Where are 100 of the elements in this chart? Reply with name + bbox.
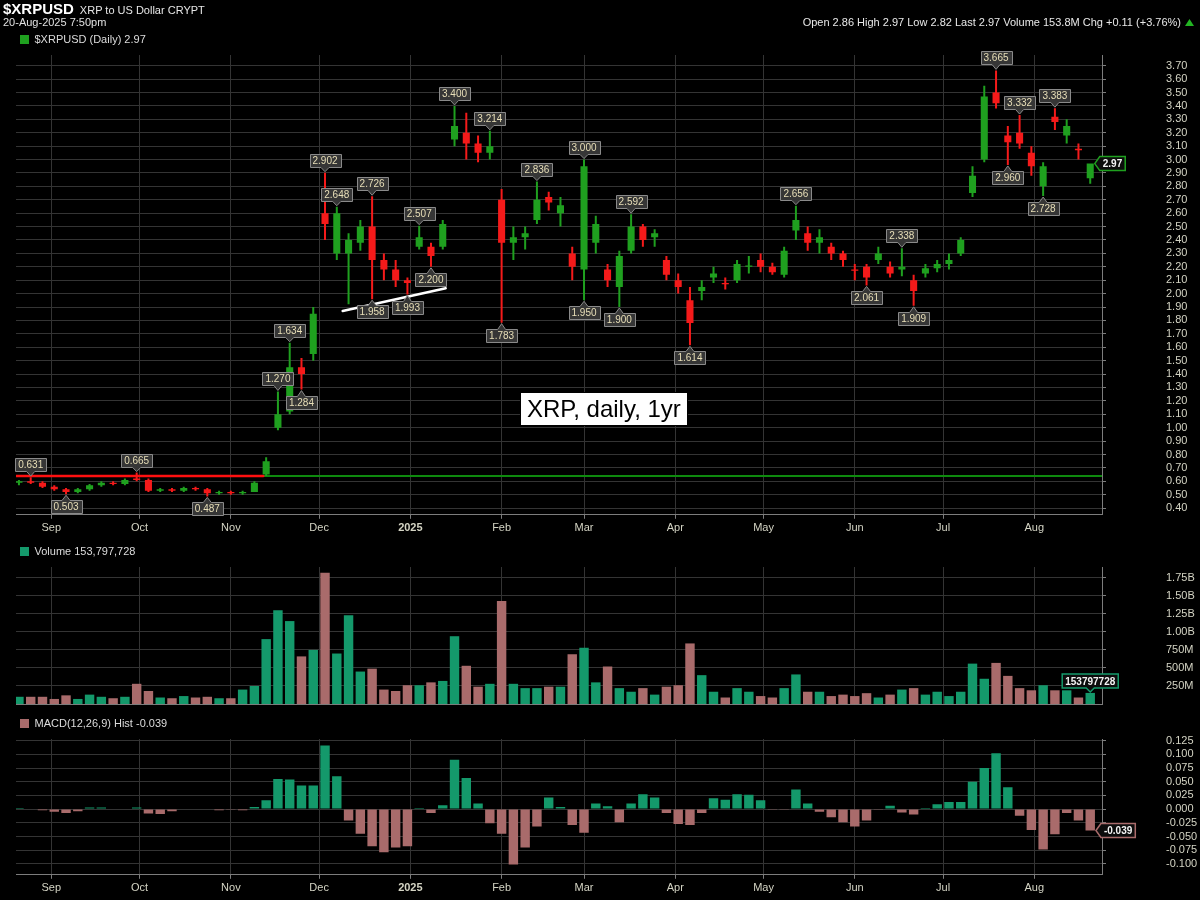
y-tick-label: 3.60 (1166, 72, 1188, 85)
candlestick (604, 264, 612, 287)
bar (449, 759, 460, 809)
bar (485, 683, 495, 704)
candlestick (62, 487, 70, 495)
x-tick-label: Jun (845, 881, 864, 894)
bar (273, 778, 283, 809)
y-tick-label: -0.025 (1166, 815, 1198, 828)
candlestick (921, 264, 929, 278)
y-tick-label: 1.30 (1166, 380, 1188, 393)
bar (1014, 688, 1025, 704)
candlestick (462, 112, 470, 160)
bar (61, 809, 71, 813)
bar (473, 803, 483, 809)
bar (226, 698, 236, 704)
bar (49, 698, 59, 704)
data-label: 153797728 (1065, 675, 1116, 687)
legend-label: $XRPUSD (Daily) 2.97 (34, 32, 146, 45)
bar (202, 696, 213, 704)
bar (249, 685, 260, 704)
bar (932, 691, 942, 704)
candlestick (74, 487, 82, 494)
candlestick (1051, 108, 1059, 131)
bar (520, 809, 530, 848)
bar (473, 686, 483, 704)
y-tick-label: 3.30 (1166, 112, 1188, 125)
bar (838, 809, 848, 823)
bar (261, 800, 271, 809)
bar (543, 686, 554, 704)
bar (543, 797, 554, 809)
candlestick (439, 219, 447, 250)
bar (461, 777, 471, 809)
candlestick (651, 229, 659, 247)
x-tick-label: Apr (666, 521, 685, 534)
bar (1003, 675, 1013, 704)
bar (779, 688, 789, 704)
data-label: -0.039 (1103, 825, 1133, 837)
annotation: 3.000 (571, 142, 597, 154)
candlestick (356, 219, 364, 251)
bar (979, 678, 989, 704)
bar (26, 696, 36, 704)
bar (438, 680, 448, 704)
annotation: 2.726 (359, 178, 386, 190)
x-tick-label: Jul (936, 881, 951, 894)
candlestick (780, 246, 788, 278)
candlestick (486, 130, 494, 160)
bar (920, 694, 931, 704)
candlestick (898, 248, 906, 277)
bar (967, 781, 978, 809)
bar (720, 799, 730, 809)
candlestick (168, 487, 176, 493)
legend-label: Volume 153,797,728 (34, 544, 136, 557)
bar (626, 803, 636, 809)
y-tick-label: -0.100 (1166, 856, 1198, 869)
bar (861, 693, 872, 704)
bar (261, 639, 271, 704)
bar (991, 753, 1001, 809)
candlestick (474, 135, 482, 163)
y-tick-label: 0.70 (1166, 460, 1188, 473)
annotation: 2.648 (324, 189, 350, 201)
bar (755, 800, 766, 809)
annotation: 2.902 (312, 155, 338, 167)
y-tick-label: 1.00B (1166, 624, 1195, 637)
bar (967, 663, 978, 704)
y-tick-label: 2.60 (1166, 206, 1188, 219)
candlestick (851, 264, 859, 281)
candlestick (180, 486, 188, 493)
bar (956, 691, 966, 704)
bar (850, 809, 860, 827)
y-tick-label: 500M (1166, 660, 1194, 673)
y-tick-label: 0.075 (1166, 761, 1194, 774)
bar (332, 653, 342, 704)
candlestick (1074, 143, 1082, 160)
candlestick (1063, 119, 1071, 144)
y-tick-label: 2.50 (1166, 219, 1188, 232)
candlestick (1027, 146, 1035, 176)
annotation: 2.507 (406, 208, 433, 220)
annotation: 2.592 (618, 196, 645, 208)
candlestick (757, 253, 765, 273)
bar (638, 688, 648, 704)
bar (673, 809, 683, 824)
bar (567, 654, 577, 704)
bar (579, 809, 589, 833)
x-tick-label: Dec (309, 521, 330, 534)
x-tick-label: Aug (1024, 521, 1045, 534)
y-tick-label: 250M (1166, 679, 1194, 691)
candlestick (627, 214, 635, 254)
candlestick (1004, 126, 1012, 165)
y-tick-label: 3.20 (1166, 125, 1188, 138)
y-tick-label: 2.40 (1166, 233, 1188, 246)
candlestick (368, 196, 376, 300)
candlestick (886, 261, 894, 278)
candlestick (580, 159, 588, 301)
candlestick (427, 242, 435, 267)
x-tick-label: Jul (936, 521, 951, 534)
candlestick (839, 250, 847, 267)
y-tick-label: 1.70 (1166, 326, 1188, 339)
legend-label: MACD(12,26,9) Hist -0.039 (34, 716, 168, 729)
x-tick-label: Oct (131, 521, 149, 534)
bar (285, 779, 295, 809)
